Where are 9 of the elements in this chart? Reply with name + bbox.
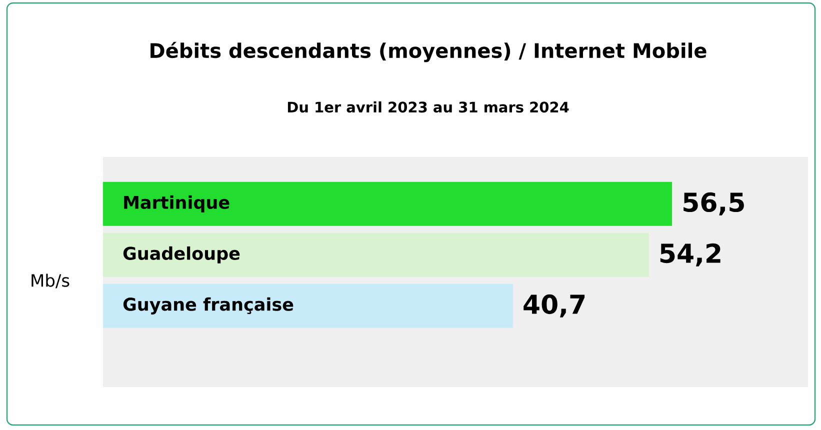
data-label: 54,2	[660, 243, 720, 266]
y-tick-label: Guadeloupe	[123, 246, 240, 264]
chart-title: Débits descendants (moyennes) / Internet Mobile	[150, 42, 706, 62]
text: Mb/s	[32, 274, 70, 288]
y-tick-label: Guyane française	[123, 297, 294, 314]
data-label: 40,7	[524, 294, 585, 318]
y-tick-label: Martinique	[124, 195, 230, 212]
chart-subtitle: Du 1er avril 2023 au 31 mars 2024	[288, 101, 569, 113]
data-label: 56,5	[684, 192, 744, 216]
